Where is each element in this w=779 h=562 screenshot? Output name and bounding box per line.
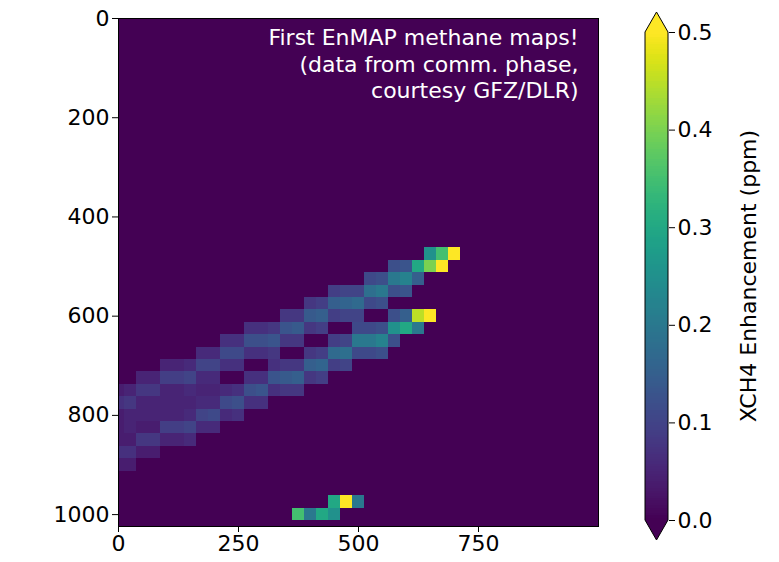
svg-text:0.5: 0.5 xyxy=(678,20,713,45)
svg-text:First EnMAP methane maps!(data: First EnMAP methane maps!(data from comm… xyxy=(268,25,578,103)
svg-text:750: 750 xyxy=(458,531,500,556)
svg-text:0.2: 0.2 xyxy=(678,312,713,337)
svg-text:600: 600 xyxy=(68,303,110,328)
svg-text:0.1: 0.1 xyxy=(678,410,713,435)
svg-text:400: 400 xyxy=(68,204,110,229)
svg-text:200: 200 xyxy=(68,105,110,130)
svg-text:0.3: 0.3 xyxy=(678,215,713,240)
svg-text:250: 250 xyxy=(218,531,260,556)
svg-text:800: 800 xyxy=(68,402,110,427)
svg-text:0.0: 0.0 xyxy=(678,508,713,533)
svg-text:0: 0 xyxy=(96,6,110,31)
svg-text:0: 0 xyxy=(112,531,126,556)
svg-text:0.4: 0.4 xyxy=(678,117,713,142)
svg-text:1000: 1000 xyxy=(54,502,110,527)
svg-text:500: 500 xyxy=(338,531,380,556)
svg-text:XCH4 Enhancement (ppm): XCH4 Enhancement (ppm) xyxy=(736,130,761,422)
